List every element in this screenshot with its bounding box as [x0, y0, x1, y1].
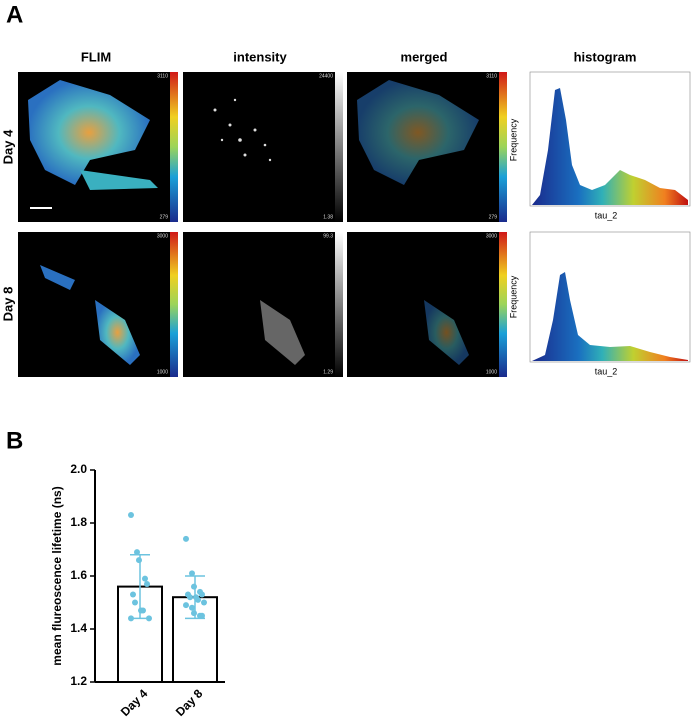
histogram-image: Frequency tau_2 — [508, 71, 691, 220]
data-point — [187, 594, 193, 601]
merged-image — [347, 72, 507, 222]
data-point — [201, 599, 207, 606]
data-point — [199, 612, 205, 619]
panel-label: B — [6, 427, 23, 454]
y-tick-label: 2.0 — [70, 462, 87, 476]
histogram-image: Frequency tau_2 — [508, 231, 691, 376]
data-point — [183, 602, 189, 609]
data-point — [128, 512, 134, 519]
data-point — [136, 557, 142, 564]
data-point — [142, 575, 148, 582]
x-tick-label: Day 8 — [173, 686, 206, 718]
scale-label: 3000 — [157, 233, 168, 239]
data-point — [128, 615, 134, 622]
row-label: Day 8 — [0, 287, 15, 322]
intensity-image — [183, 72, 343, 222]
panel-label: A — [6, 1, 23, 28]
flim-image — [18, 232, 178, 377]
scale-label: 3110 — [157, 73, 168, 79]
scale-label: 1.38 — [323, 214, 333, 220]
scale-label: 3110 — [486, 73, 497, 79]
column-header: histogram — [574, 49, 637, 64]
flim-image — [18, 72, 178, 222]
column-header: FLIM — [81, 49, 111, 64]
axis-label: Frequency — [508, 118, 518, 161]
y-tick-label: 1.6 — [70, 568, 87, 582]
axis-label: Frequency — [508, 275, 518, 318]
data-point — [132, 599, 138, 606]
data-point — [191, 610, 197, 617]
column-header: merged — [401, 49, 448, 64]
data-point — [189, 604, 195, 611]
y-tick-label: 1.2 — [70, 674, 87, 688]
scale-label: 24400 — [319, 73, 333, 79]
x-tick-label: Day 4 — [118, 686, 151, 718]
row-label: Day 4 — [0, 129, 15, 164]
data-point — [130, 591, 136, 598]
data-point — [195, 596, 201, 603]
data-point — [183, 535, 189, 542]
column-header: intensity — [233, 49, 287, 64]
scale-label: 3000 — [486, 233, 497, 239]
data-point — [189, 570, 195, 577]
data-point — [144, 580, 150, 587]
scale-label: 1000 — [486, 369, 497, 375]
intensity-image — [183, 232, 343, 377]
data-point — [146, 615, 152, 622]
y-tick-label: 1.8 — [70, 515, 87, 529]
axis-label: tau_2 — [595, 210, 618, 220]
scale-label: 279 — [489, 214, 498, 220]
y-axis-label: mean flureoscence lifetime (ns) — [50, 486, 64, 665]
scale-label: 1000 — [157, 369, 168, 375]
scale-label: 1.29 — [323, 369, 333, 375]
data-point — [199, 591, 205, 598]
scale-label: 99.3 — [323, 233, 333, 239]
scale-label: 279 — [160, 214, 169, 220]
data-point — [134, 549, 140, 556]
data-point — [191, 583, 197, 590]
axis-label: tau_2 — [595, 366, 618, 376]
merged-image — [347, 232, 507, 377]
y-tick-label: 1.4 — [70, 621, 87, 635]
data-point — [140, 607, 146, 614]
